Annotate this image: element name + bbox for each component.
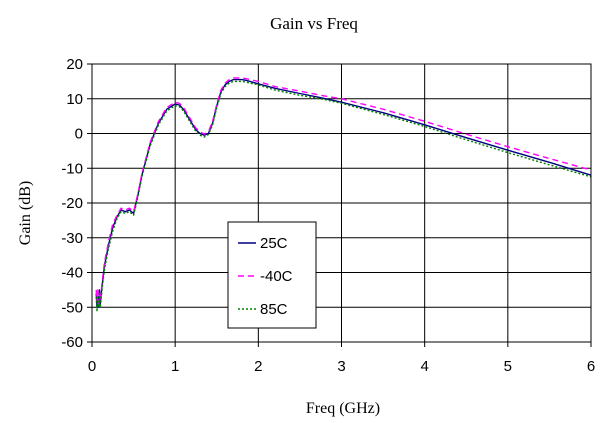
- y-tick-label: -20: [61, 195, 83, 212]
- x-tick-label: 2: [254, 358, 262, 375]
- y-tick-label: -10: [61, 160, 83, 177]
- x-tick-label: 6: [587, 358, 595, 375]
- gridlines: [87, 63, 592, 347]
- series-lines: [95, 77, 592, 312]
- x-tick-label: 4: [420, 358, 428, 375]
- chart-title: Gain vs Freq: [270, 14, 358, 33]
- y-tick-label: -60: [61, 334, 83, 351]
- y-tick-label: 20: [66, 56, 83, 73]
- tick-labels: -60 -50 -40 -30 -20 -10 0 10 20 0 1 2 3 4 5 6: [61, 56, 595, 375]
- x-tick-label: 1: [171, 358, 179, 375]
- y-tick-label: 10: [66, 91, 83, 108]
- legend-label-0: 25C: [260, 235, 288, 252]
- y-tick-label: -30: [61, 230, 83, 247]
- y-tick-label: -40: [61, 265, 83, 282]
- series-line-2: [95, 80, 592, 312]
- x-tick-label: 3: [337, 358, 345, 375]
- y-tick-label: -50: [61, 299, 83, 316]
- series-line-0: [95, 78, 592, 308]
- series-line-1: [95, 77, 592, 308]
- legend-box: [227, 221, 317, 329]
- x-tick-label: 5: [504, 358, 512, 375]
- x-tick-label: 0: [88, 358, 96, 375]
- x-axis-label: Freq (GHz): [306, 400, 380, 417]
- plot-area-frame: [91, 63, 592, 343]
- legend-label-2: 85C: [260, 301, 288, 318]
- legend-label-1: -40C: [260, 268, 293, 285]
- y-tick-label: 0: [75, 126, 83, 143]
- y-axis-label: Gain (dB): [17, 181, 34, 245]
- legend: 25C -40C 85C: [227, 221, 317, 329]
